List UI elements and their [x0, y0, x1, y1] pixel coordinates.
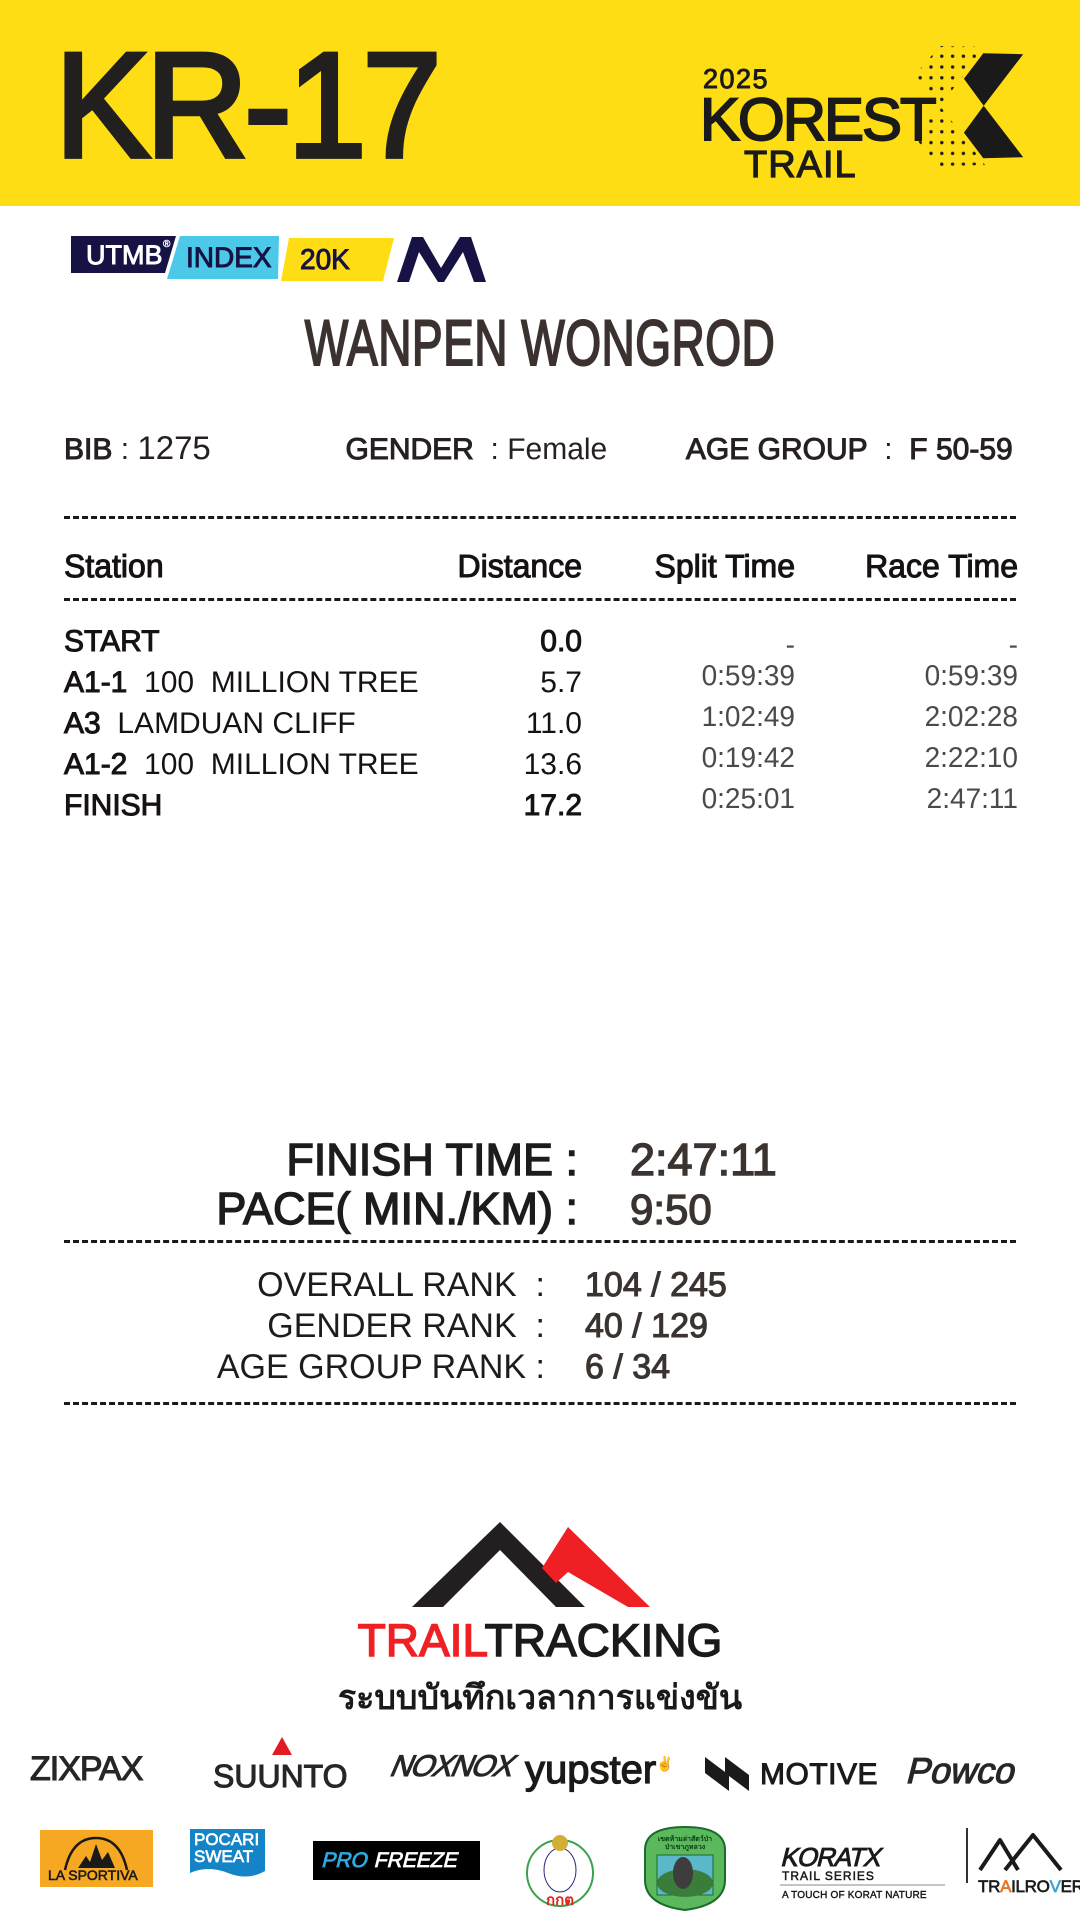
- svg-text:INDEX: INDEX: [186, 242, 273, 273]
- svg-text:ป่าเขาภูหลวง: ป่าเขาภูหลวง: [665, 1843, 706, 1852]
- svg-text:กกต: กกต: [546, 1892, 574, 1909]
- svg-text:เขตห้ามล่าสัตว์ป่า: เขตห้ามล่าสัตว์ป่า: [658, 1834, 712, 1843]
- svg-text:20K: 20K: [300, 244, 351, 275]
- svg-text:TRAIL SERIES: TRAIL SERIES: [782, 1869, 875, 1883]
- svg-text:UTMB: UTMB: [86, 240, 163, 270]
- svg-text:TRAILROVER: TRAILROVER: [978, 1877, 1080, 1896]
- svg-text:A TOUCH OF KORAT NATURE: A TOUCH OF KORAT NATURE: [781, 1890, 927, 1901]
- svg-text:KORATX: KORATX: [780, 1842, 885, 1872]
- svg-text:®: ®: [162, 239, 171, 250]
